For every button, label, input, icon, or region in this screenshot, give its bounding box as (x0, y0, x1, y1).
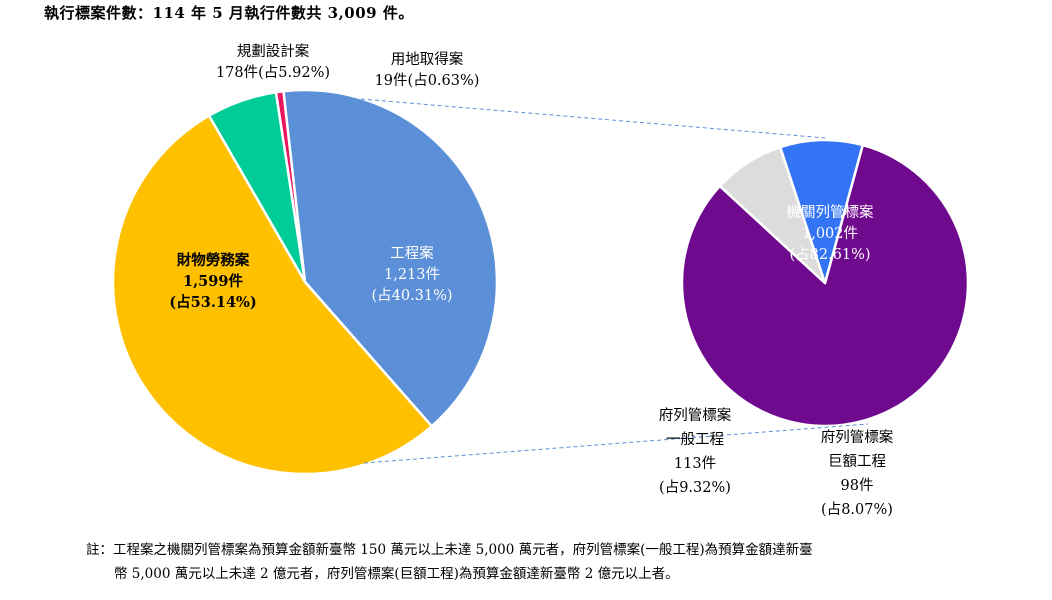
label-city-general-count: 113件 (673, 456, 717, 472)
label-city-general-pct: (占9.32%) (659, 480, 731, 496)
label-agency-managed-pct: (占82.61%) (789, 247, 871, 263)
footnote-line-1: 註：工程案之機關列管標案為預算金額新臺幣 150 萬元以上未達 5,000 萬元… (86, 542, 813, 558)
label-planning-design-count: 178件 (215, 65, 259, 81)
label-city-general: 府列管標案 一般工程 113件 (占9.32%) (620, 404, 770, 500)
label-agency-managed: 機關列管標案 1,002件 (占82.61%) (760, 203, 900, 266)
connector-line-bottom (363, 423, 869, 464)
page-title: 執行標案件數：114 年 5 月執行件數共 3,009 件。 (44, 4, 414, 22)
slice-city-general (779, 138, 864, 285)
label-property-services: 財物勞務案 1,599件 (占53.14%) (143, 250, 283, 313)
breakdown-pie (680, 138, 970, 428)
label-property-services-count: 1,599件 (183, 273, 243, 290)
slice-property-services (111, 114, 433, 476)
label-planning-design-name: 規劃設計案 (236, 44, 310, 60)
label-engineering-name: 工程案 (390, 246, 434, 262)
label-planning-design: 規劃設計案 178件(占5.92%) (198, 42, 348, 84)
label-planning-design-pct: (占5.92%) (258, 65, 331, 81)
label-city-major-count: 98件 (840, 478, 874, 494)
label-city-general-name-2: 一般工程 (666, 432, 724, 448)
footnote: 註：工程案之機關列管標案為預算金額新臺幣 150 萬元以上未達 5,000 萬元… (86, 538, 813, 586)
label-land-acquisition-pct: (占0.63%) (407, 73, 480, 89)
label-city-major: 府列管標案 巨額工程 98件 (占8.07%) (782, 426, 932, 522)
label-city-general-name-1: 府列管標案 (658, 408, 732, 424)
label-engineering: 工程案 1,213件 (占40.31%) (342, 244, 482, 307)
label-agency-managed-count: 1,002件 (801, 226, 858, 242)
label-land-acquisition-name: 用地取得案 (390, 52, 464, 68)
main-pie (111, 88, 499, 476)
slice-engineering (282, 88, 499, 428)
label-property-services-pct: (占53.14%) (169, 294, 257, 311)
connector-line-top (360, 98, 827, 139)
footnote-line-2: 幣 5,000 萬元以上未達 2 億元者，府列管標案(巨額工程)為預算金額達新臺… (114, 566, 679, 582)
label-city-major-name-1: 府列管標案 (820, 430, 894, 446)
label-land-acquisition: 用地取得案 19件(占0.63%) (362, 50, 492, 92)
slice-agency-managed (680, 143, 970, 428)
label-engineering-count: 1,213件 (383, 267, 440, 283)
label-city-major-name-2: 巨額工程 (828, 454, 886, 470)
label-land-acquisition-count: 19件 (374, 73, 408, 89)
label-property-services-name: 財物勞務案 (176, 252, 250, 269)
label-city-major-pct: (占8.07%) (821, 502, 893, 518)
label-agency-managed-name: 機關列管標案 (786, 205, 874, 221)
label-engineering-pct: (占40.31%) (371, 288, 453, 304)
